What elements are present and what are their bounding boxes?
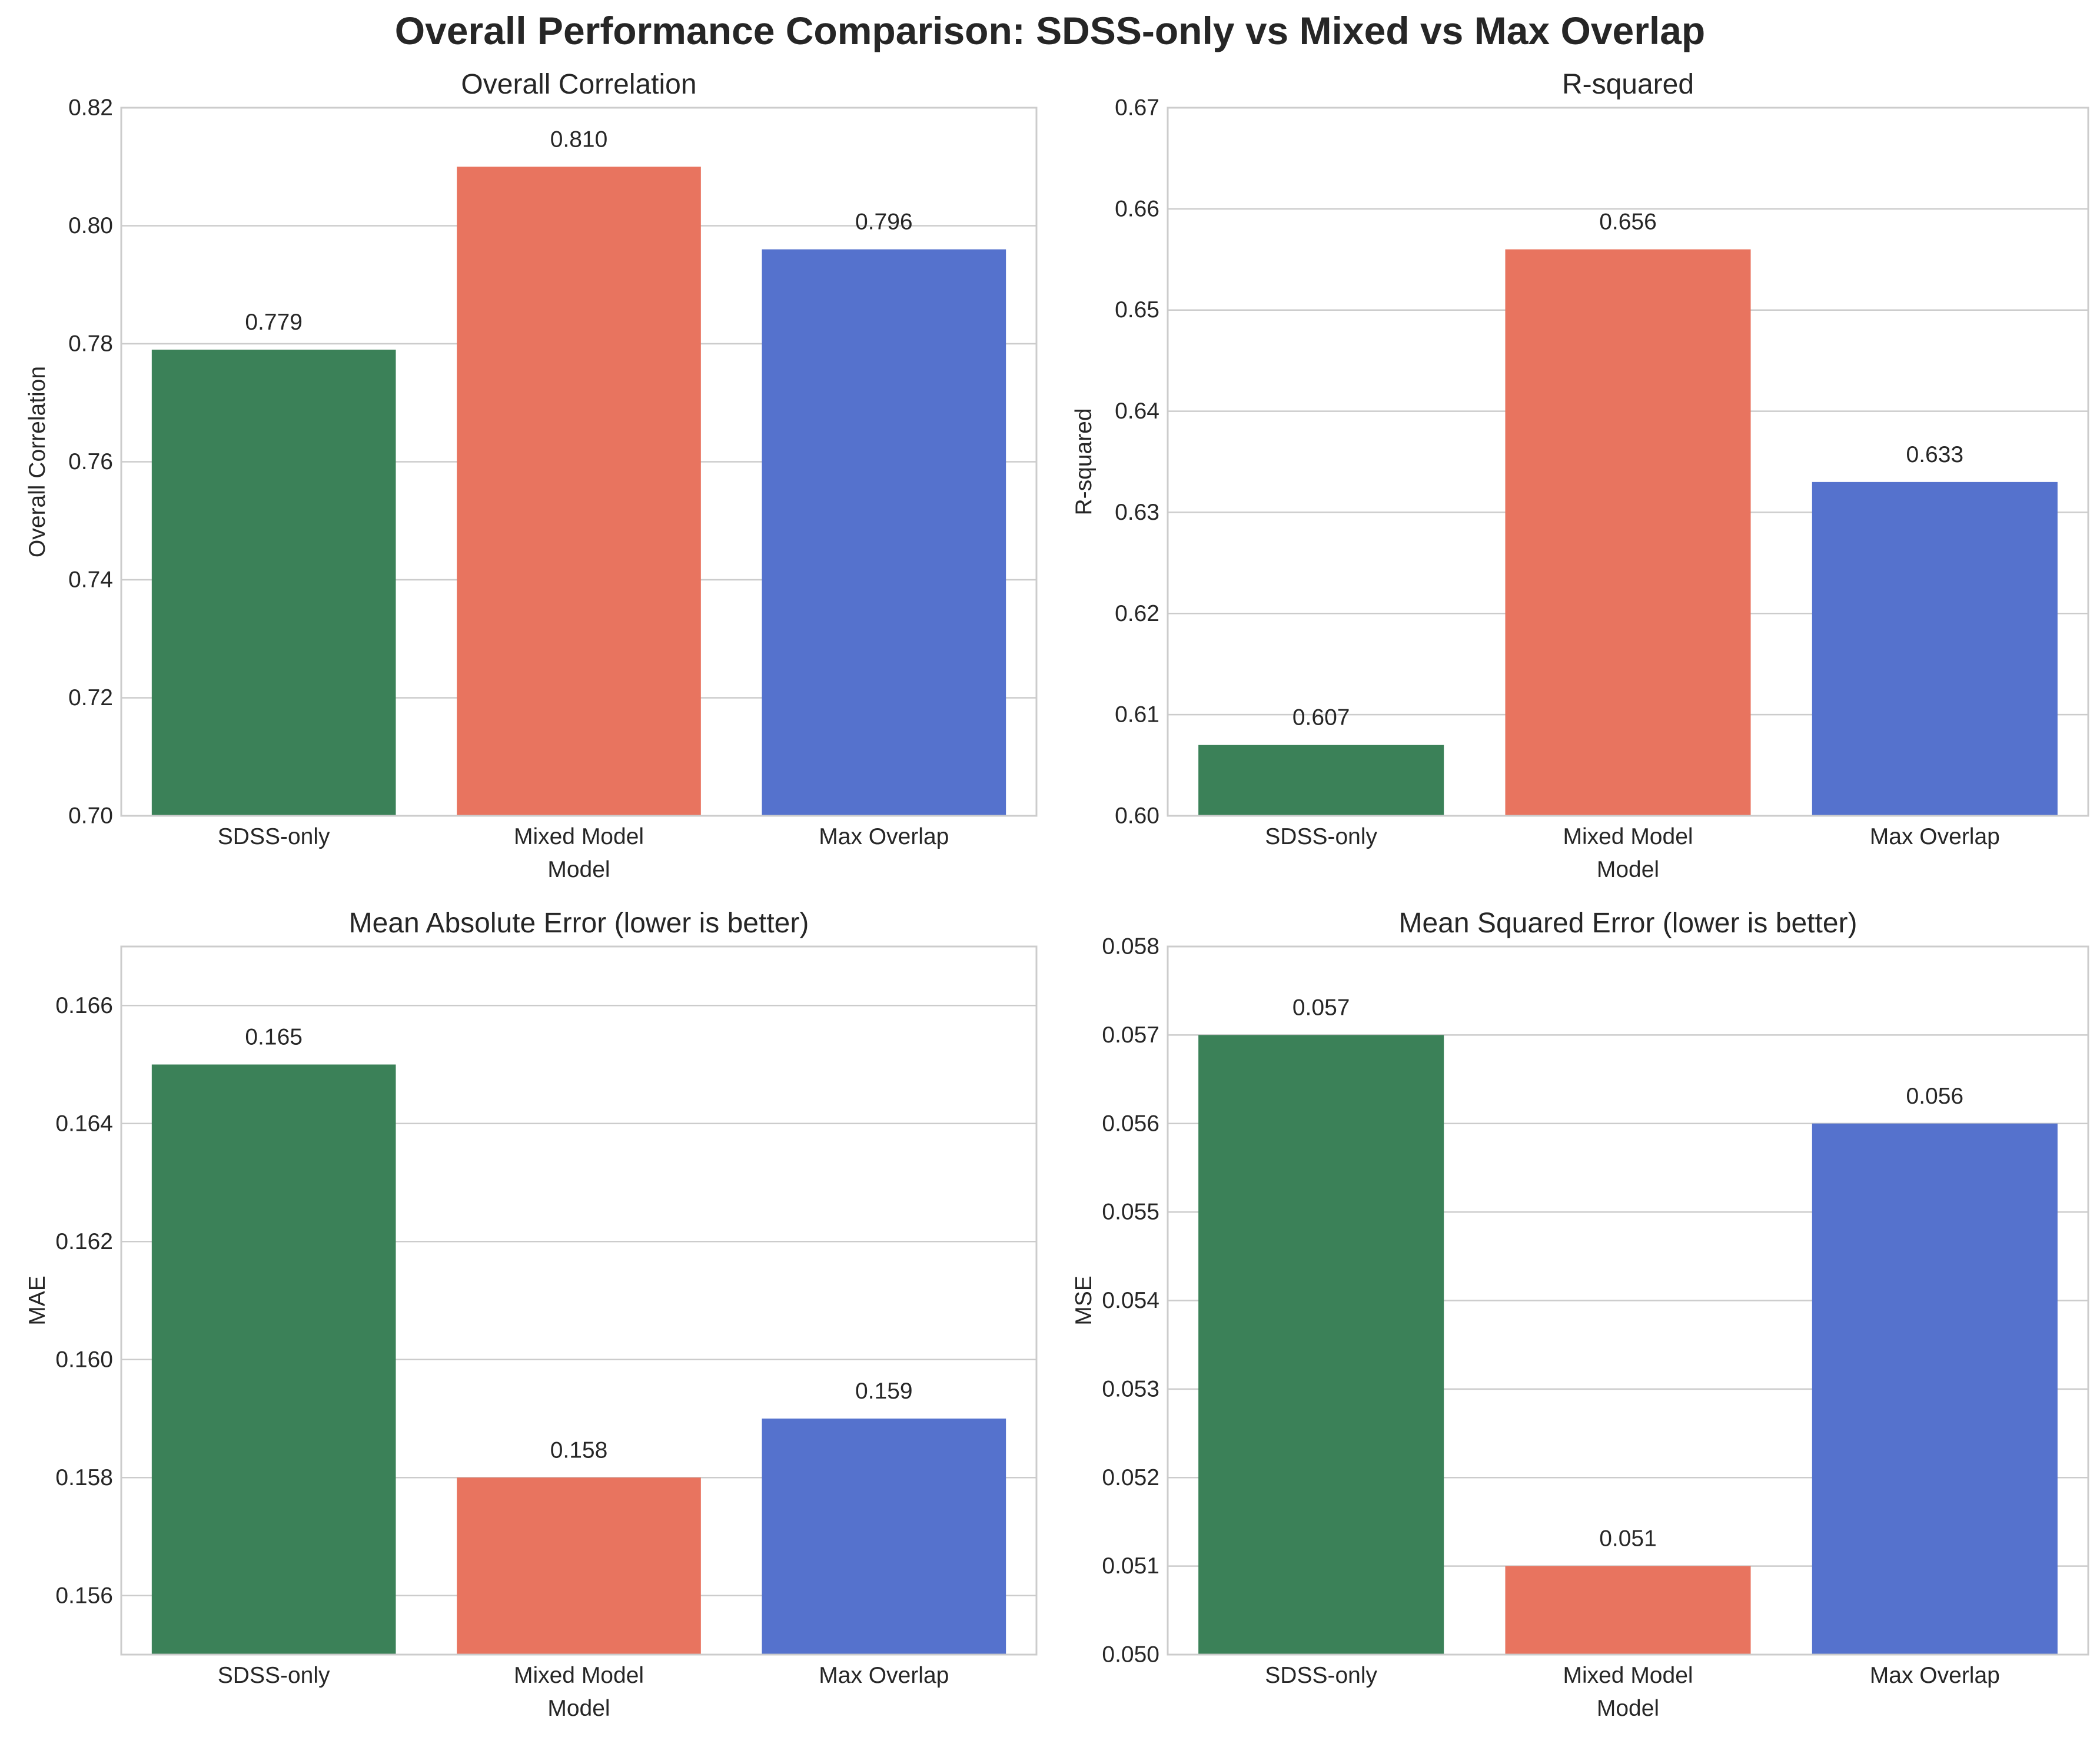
- panel-2-xlabel: Model: [1597, 857, 1659, 882]
- panel-1-ytick-label: 0.70: [68, 803, 113, 829]
- panel-2-title: R-squared: [1562, 69, 1694, 100]
- panel-4-xtick-label: Mixed Model: [1563, 1663, 1693, 1688]
- panel-1-ytick-label: 0.80: [68, 213, 113, 238]
- panel-1-ylabel: Overall Correlation: [25, 366, 50, 557]
- panel-3-ytick-label: 0.158: [55, 1465, 113, 1490]
- panel-2-frame: [1167, 107, 2089, 817]
- panel-4-value-label: 0.051: [1599, 1526, 1657, 1552]
- panel-2-ytick-label: 0.62: [1115, 601, 1159, 626]
- figure-title: Overall Performance Comparison: SDSS-onl…: [394, 9, 1706, 52]
- panel-2-xtick-label: Mixed Model: [1563, 824, 1693, 849]
- panel-2-xtick-label: SDSS-only: [1265, 824, 1377, 849]
- panel-3-title: Mean Absolute Error (lower is better): [349, 908, 809, 939]
- panel-3-bar: [457, 1477, 701, 1655]
- panel-3-value-label: 0.165: [245, 1025, 303, 1050]
- panel-4-ytick-label: 0.051: [1102, 1553, 1159, 1579]
- panel-3-xlabel: Model: [547, 1696, 610, 1721]
- panel-4-ytick-label: 0.054: [1102, 1288, 1159, 1313]
- panel-4-xlabel: Model: [1597, 1696, 1659, 1721]
- panel-2-ytick-label: 0.60: [1115, 803, 1159, 829]
- panel-2-ytick-label: 0.65: [1115, 297, 1159, 323]
- panel-2-bar: [1505, 249, 1751, 816]
- panel-4-title: Mean Squared Error (lower is better): [1399, 908, 1858, 939]
- panel-2-ylabel: R-squared: [1071, 408, 1096, 515]
- panel-4-ytick-label: 0.050: [1102, 1642, 1159, 1668]
- panel-4-xtick-label: SDSS-only: [1265, 1663, 1377, 1688]
- panel-4-ytick-label: 0.057: [1102, 1022, 1159, 1048]
- panel-1-bar: [457, 167, 701, 816]
- panel-4-value-label: 0.057: [1292, 995, 1350, 1020]
- panel-3-ytick-label: 0.164: [55, 1111, 113, 1136]
- panel-3-bar: [762, 1419, 1006, 1655]
- panel-1-xtick-label: SDSS-only: [218, 824, 330, 849]
- panel-2-value-label: 0.656: [1599, 210, 1657, 235]
- panel-3-value-label: 0.158: [550, 1437, 608, 1463]
- panel-4-ytick-label: 0.056: [1102, 1111, 1159, 1136]
- panel-1-title: Overall Correlation: [461, 69, 696, 100]
- panel-1-xtick-label: Mixed Model: [514, 824, 644, 849]
- panel-1-bar: [762, 249, 1006, 816]
- panel-4-value-label: 0.056: [1906, 1084, 1964, 1109]
- panel-4-ytick-label: 0.058: [1102, 934, 1159, 959]
- panel-2-bar: [1812, 481, 2058, 816]
- panel-3-ytick-label: 0.166: [55, 993, 113, 1018]
- panel-2-value-label: 0.607: [1292, 705, 1350, 730]
- panel-2-ytick-label: 0.67: [1115, 95, 1159, 121]
- panel-1-value-label: 0.796: [855, 210, 913, 235]
- panel-3-ytick-label: 0.160: [55, 1347, 113, 1372]
- panel-1-xtick-label: Max Overlap: [819, 824, 949, 849]
- panel-2-bar: [1198, 745, 1444, 816]
- panel-1-ytick-label: 0.76: [68, 449, 113, 474]
- panel-2-ytick-label: 0.63: [1115, 500, 1159, 525]
- panel-1-bar: [151, 350, 396, 816]
- panel-2-ytick-label: 0.61: [1115, 702, 1159, 728]
- panel-1-xlabel: Model: [547, 857, 610, 882]
- panel-4-xtick-label: Max Overlap: [1870, 1663, 2000, 1688]
- panel-1-ytick-label: 0.82: [68, 95, 113, 121]
- panel-1-value-label: 0.810: [550, 127, 608, 152]
- panel-3-ytick-label: 0.162: [55, 1229, 113, 1254]
- panel-3-bar: [151, 1064, 396, 1655]
- panel-3-xtick-label: Mixed Model: [514, 1663, 644, 1688]
- panel-4-ytick-label: 0.055: [1102, 1200, 1159, 1225]
- panel-4-bar: [1198, 1035, 1444, 1655]
- panel-4-ytick-label: 0.053: [1102, 1376, 1159, 1401]
- panel-2-ytick-label: 0.66: [1115, 196, 1159, 221]
- panel-4-bar: [1812, 1123, 2058, 1655]
- panel-1-ytick-label: 0.78: [68, 331, 113, 357]
- panel-4-ytick-label: 0.052: [1102, 1465, 1159, 1490]
- panel-1-ytick-label: 0.72: [68, 685, 113, 710]
- panel-2-xtick-label: Max Overlap: [1870, 824, 2000, 849]
- panel-4-bar: [1505, 1566, 1751, 1655]
- panel-1-frame: [120, 107, 1038, 817]
- panel-1-ytick-label: 0.74: [68, 567, 113, 593]
- panel-2-ytick-label: 0.64: [1115, 398, 1159, 424]
- panel-4-frame: [1167, 945, 2089, 1656]
- panel-3-frame: [120, 945, 1038, 1656]
- panel-3-xtick-label: SDSS-only: [218, 1663, 330, 1688]
- panel-3-xtick-label: Max Overlap: [819, 1663, 949, 1688]
- panel-3-value-label: 0.159: [855, 1379, 913, 1404]
- panel-3-ylabel: MAE: [25, 1276, 50, 1326]
- panel-3-ytick-label: 0.156: [55, 1583, 113, 1608]
- panel-2-value-label: 0.633: [1906, 442, 1964, 467]
- panel-4-ylabel: MSE: [1071, 1276, 1096, 1326]
- panel-1-value-label: 0.779: [245, 310, 303, 335]
